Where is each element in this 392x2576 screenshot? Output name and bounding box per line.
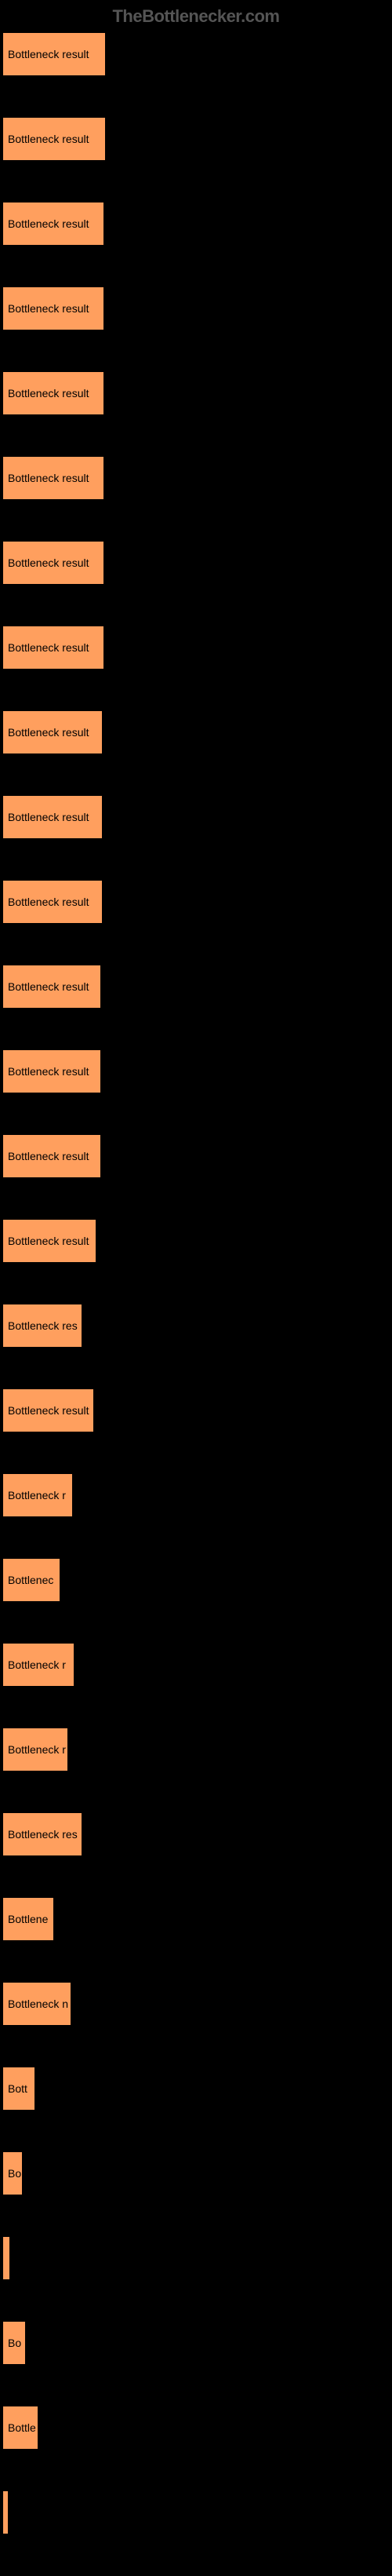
bar-row: Bottleneck result [3, 1389, 392, 1432]
bar-row: Bottleneck result [3, 372, 392, 414]
bar: Bottleneck result [3, 1389, 93, 1432]
bar-row: Bottleneck result [3, 203, 392, 245]
bar: Bottleneck result [3, 203, 103, 245]
bar-row: Bo [3, 2152, 392, 2195]
bar-row: Bottleneck r [3, 1728, 392, 1771]
bar-row: Bottleneck result [3, 881, 392, 923]
bar-row: Bo [3, 2322, 392, 2364]
bar-row: Bottleneck n [3, 1983, 392, 2025]
bar: Bottleneck res [3, 1813, 82, 1855]
bar [3, 2237, 9, 2279]
bar: Bottleneck result [3, 965, 100, 1008]
bar-row: Bottleneck res [3, 1813, 392, 1855]
bar: Bottleneck r [3, 1644, 74, 1686]
bar: Bottleneck result [3, 1050, 100, 1093]
bar-row: Bottleneck result [3, 626, 392, 669]
bar: Bottleneck result [3, 796, 102, 838]
bar: Bottleneck result [3, 626, 103, 669]
site-header: TheBottlenecker.com [0, 0, 392, 33]
bar-row: Bottle [3, 2406, 392, 2449]
bar: Bo [3, 2322, 25, 2364]
bar: Bottlene [3, 1898, 53, 1940]
bar-row: Bottlenec [3, 1559, 392, 1601]
bar-row: Bottleneck result [3, 118, 392, 160]
bar: Bo [3, 2152, 22, 2195]
bar-row: Bottleneck result [3, 711, 392, 753]
bar: Bottle [3, 2406, 38, 2449]
bar: Bottleneck result [3, 457, 103, 499]
bar-row: Bottleneck result [3, 1220, 392, 1262]
bar-row: Bottleneck result [3, 1135, 392, 1177]
bar: Bottlenec [3, 1559, 60, 1601]
bar-row: Bottleneck result [3, 33, 392, 75]
bar: Bottleneck result [3, 118, 105, 160]
bar-row: Bottleneck result [3, 965, 392, 1008]
bar [3, 2491, 8, 2534]
bar: Bottleneck result [3, 33, 105, 75]
bar-row: Bottleneck r [3, 1474, 392, 1516]
bar-row: Bott [3, 2067, 392, 2110]
bar-row: Bottleneck result [3, 287, 392, 330]
bar: Bottleneck n [3, 1983, 71, 2025]
bar: Bottleneck r [3, 1728, 67, 1771]
bar-row [3, 2237, 392, 2279]
bar-row [3, 2491, 392, 2534]
bar-row: Bottleneck result [3, 796, 392, 838]
bar: Bottleneck res [3, 1304, 82, 1347]
bottleneck-bar-chart: Bottleneck result Bottleneck result Bottle… [0, 33, 392, 2534]
bar: Bottleneck result [3, 1135, 100, 1177]
bar: Bottleneck result [3, 1220, 96, 1262]
bar: Bottleneck result [3, 372, 103, 414]
bar-row: Bottlene [3, 1898, 392, 1940]
bar: Bottleneck result [3, 542, 103, 584]
bar: Bottleneck r [3, 1474, 72, 1516]
bar-row: Bottleneck result [3, 457, 392, 499]
bar: Bottleneck result [3, 711, 102, 753]
bar-row: Bottleneck result [3, 1050, 392, 1093]
bar: Bottleneck result [3, 881, 102, 923]
bar-row: Bottleneck r [3, 1644, 392, 1686]
bar-row: Bottleneck res [3, 1304, 392, 1347]
bar: Bottleneck result [3, 287, 103, 330]
bar-row: Bottleneck result [3, 542, 392, 584]
bar: Bott [3, 2067, 34, 2110]
